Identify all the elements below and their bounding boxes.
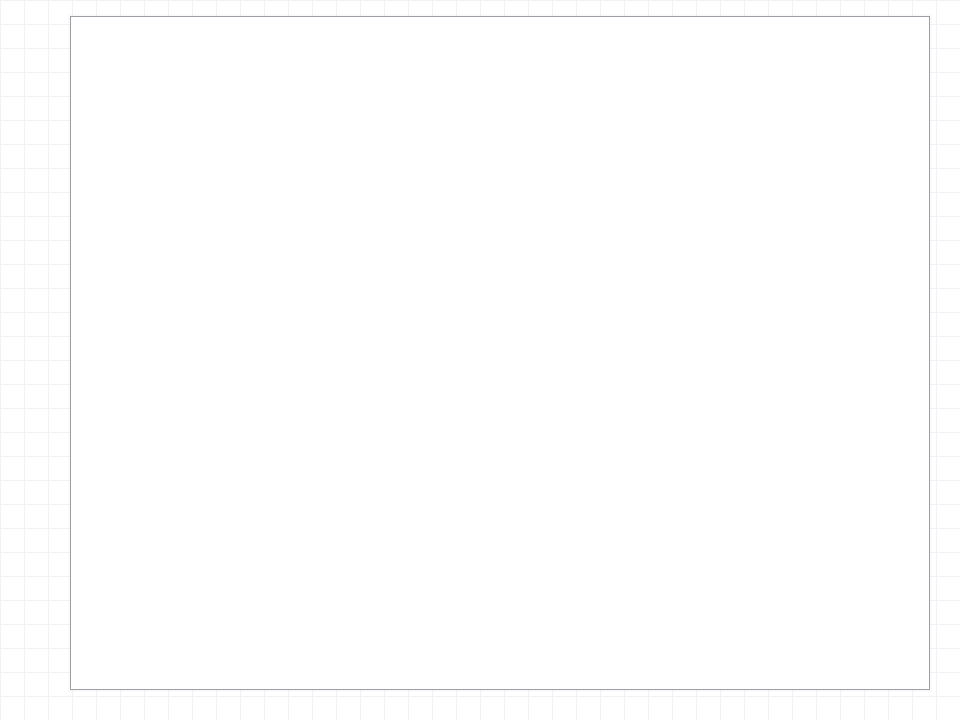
content-card: [70, 16, 930, 690]
formats-diagram: [361, 257, 661, 412]
